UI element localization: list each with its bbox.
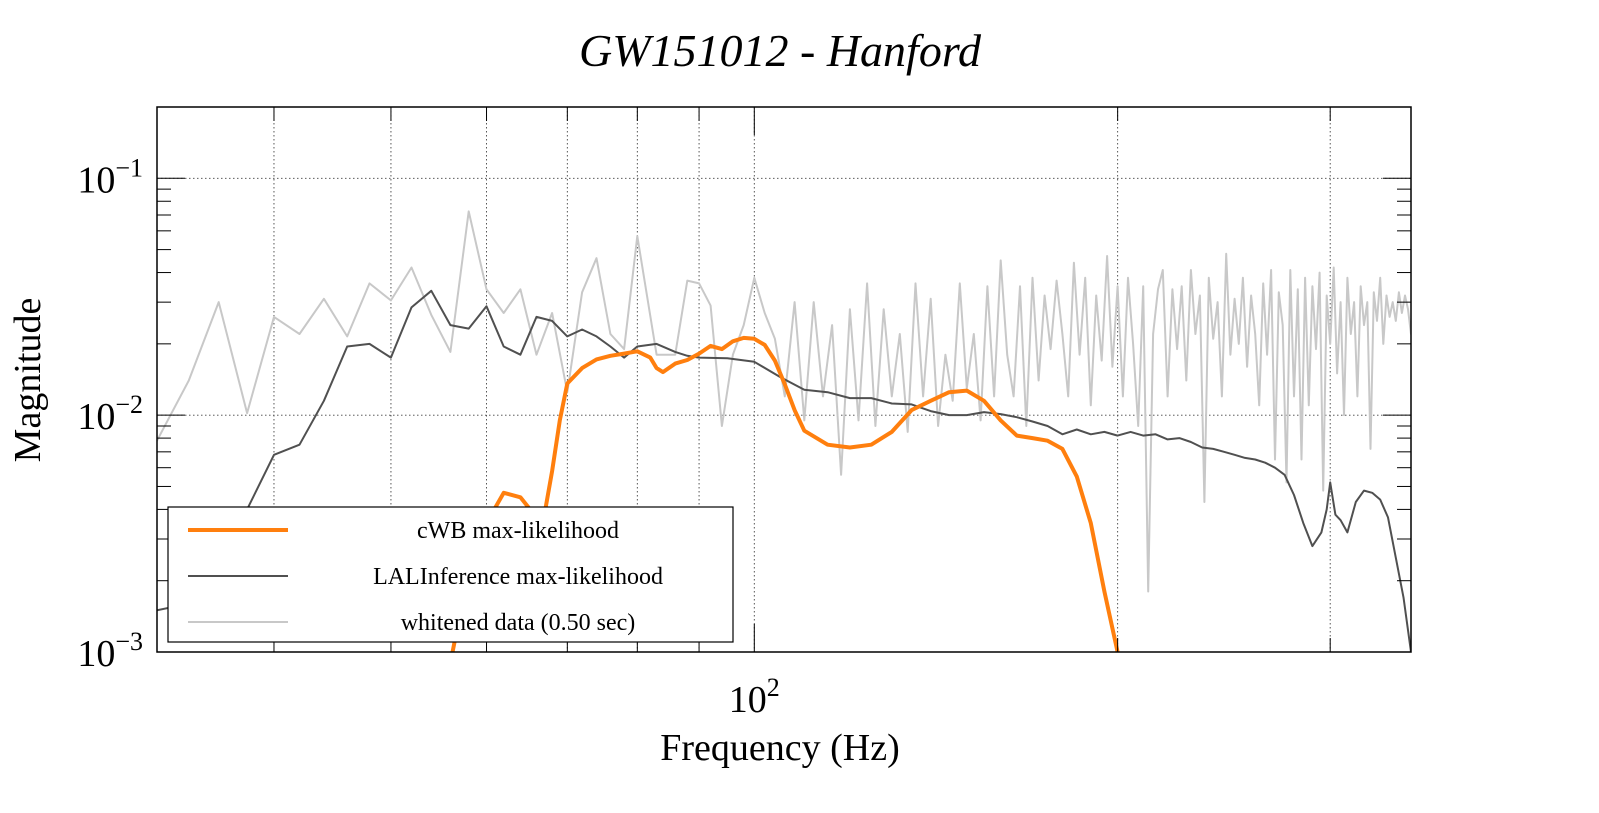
tick-label: 102 [729, 673, 780, 721]
series-line-whitened-data-0-50-sec [157, 210, 1411, 593]
legend-entry: LALInference max-likelihood [373, 564, 663, 590]
chart-title: GW151012 - Hanford [579, 25, 982, 76]
legend-entry: whitened data (0.50 sec) [401, 610, 636, 636]
tick-label: 10−1 [77, 153, 143, 201]
series-line-lalinference-max-likelihood [157, 289, 1411, 652]
tick-labels: 10−3 10−2 10−1 102 [77, 153, 779, 721]
tick-label: 10−2 [77, 390, 143, 438]
legend: cWB max-likelihood LALInference max-likel… [167, 506, 734, 643]
legend-entry: cWB max-likelihood [417, 518, 619, 544]
tick-label: 10−3 [77, 627, 143, 675]
plot-series [157, 210, 1411, 652]
series-line-cwb-max-likelihood [450, 335, 1120, 652]
plot-frame [156, 106, 1412, 653]
y-axis-label: Magnitude [7, 298, 49, 463]
x-axis-label: Frequency (Hz) [660, 727, 900, 769]
